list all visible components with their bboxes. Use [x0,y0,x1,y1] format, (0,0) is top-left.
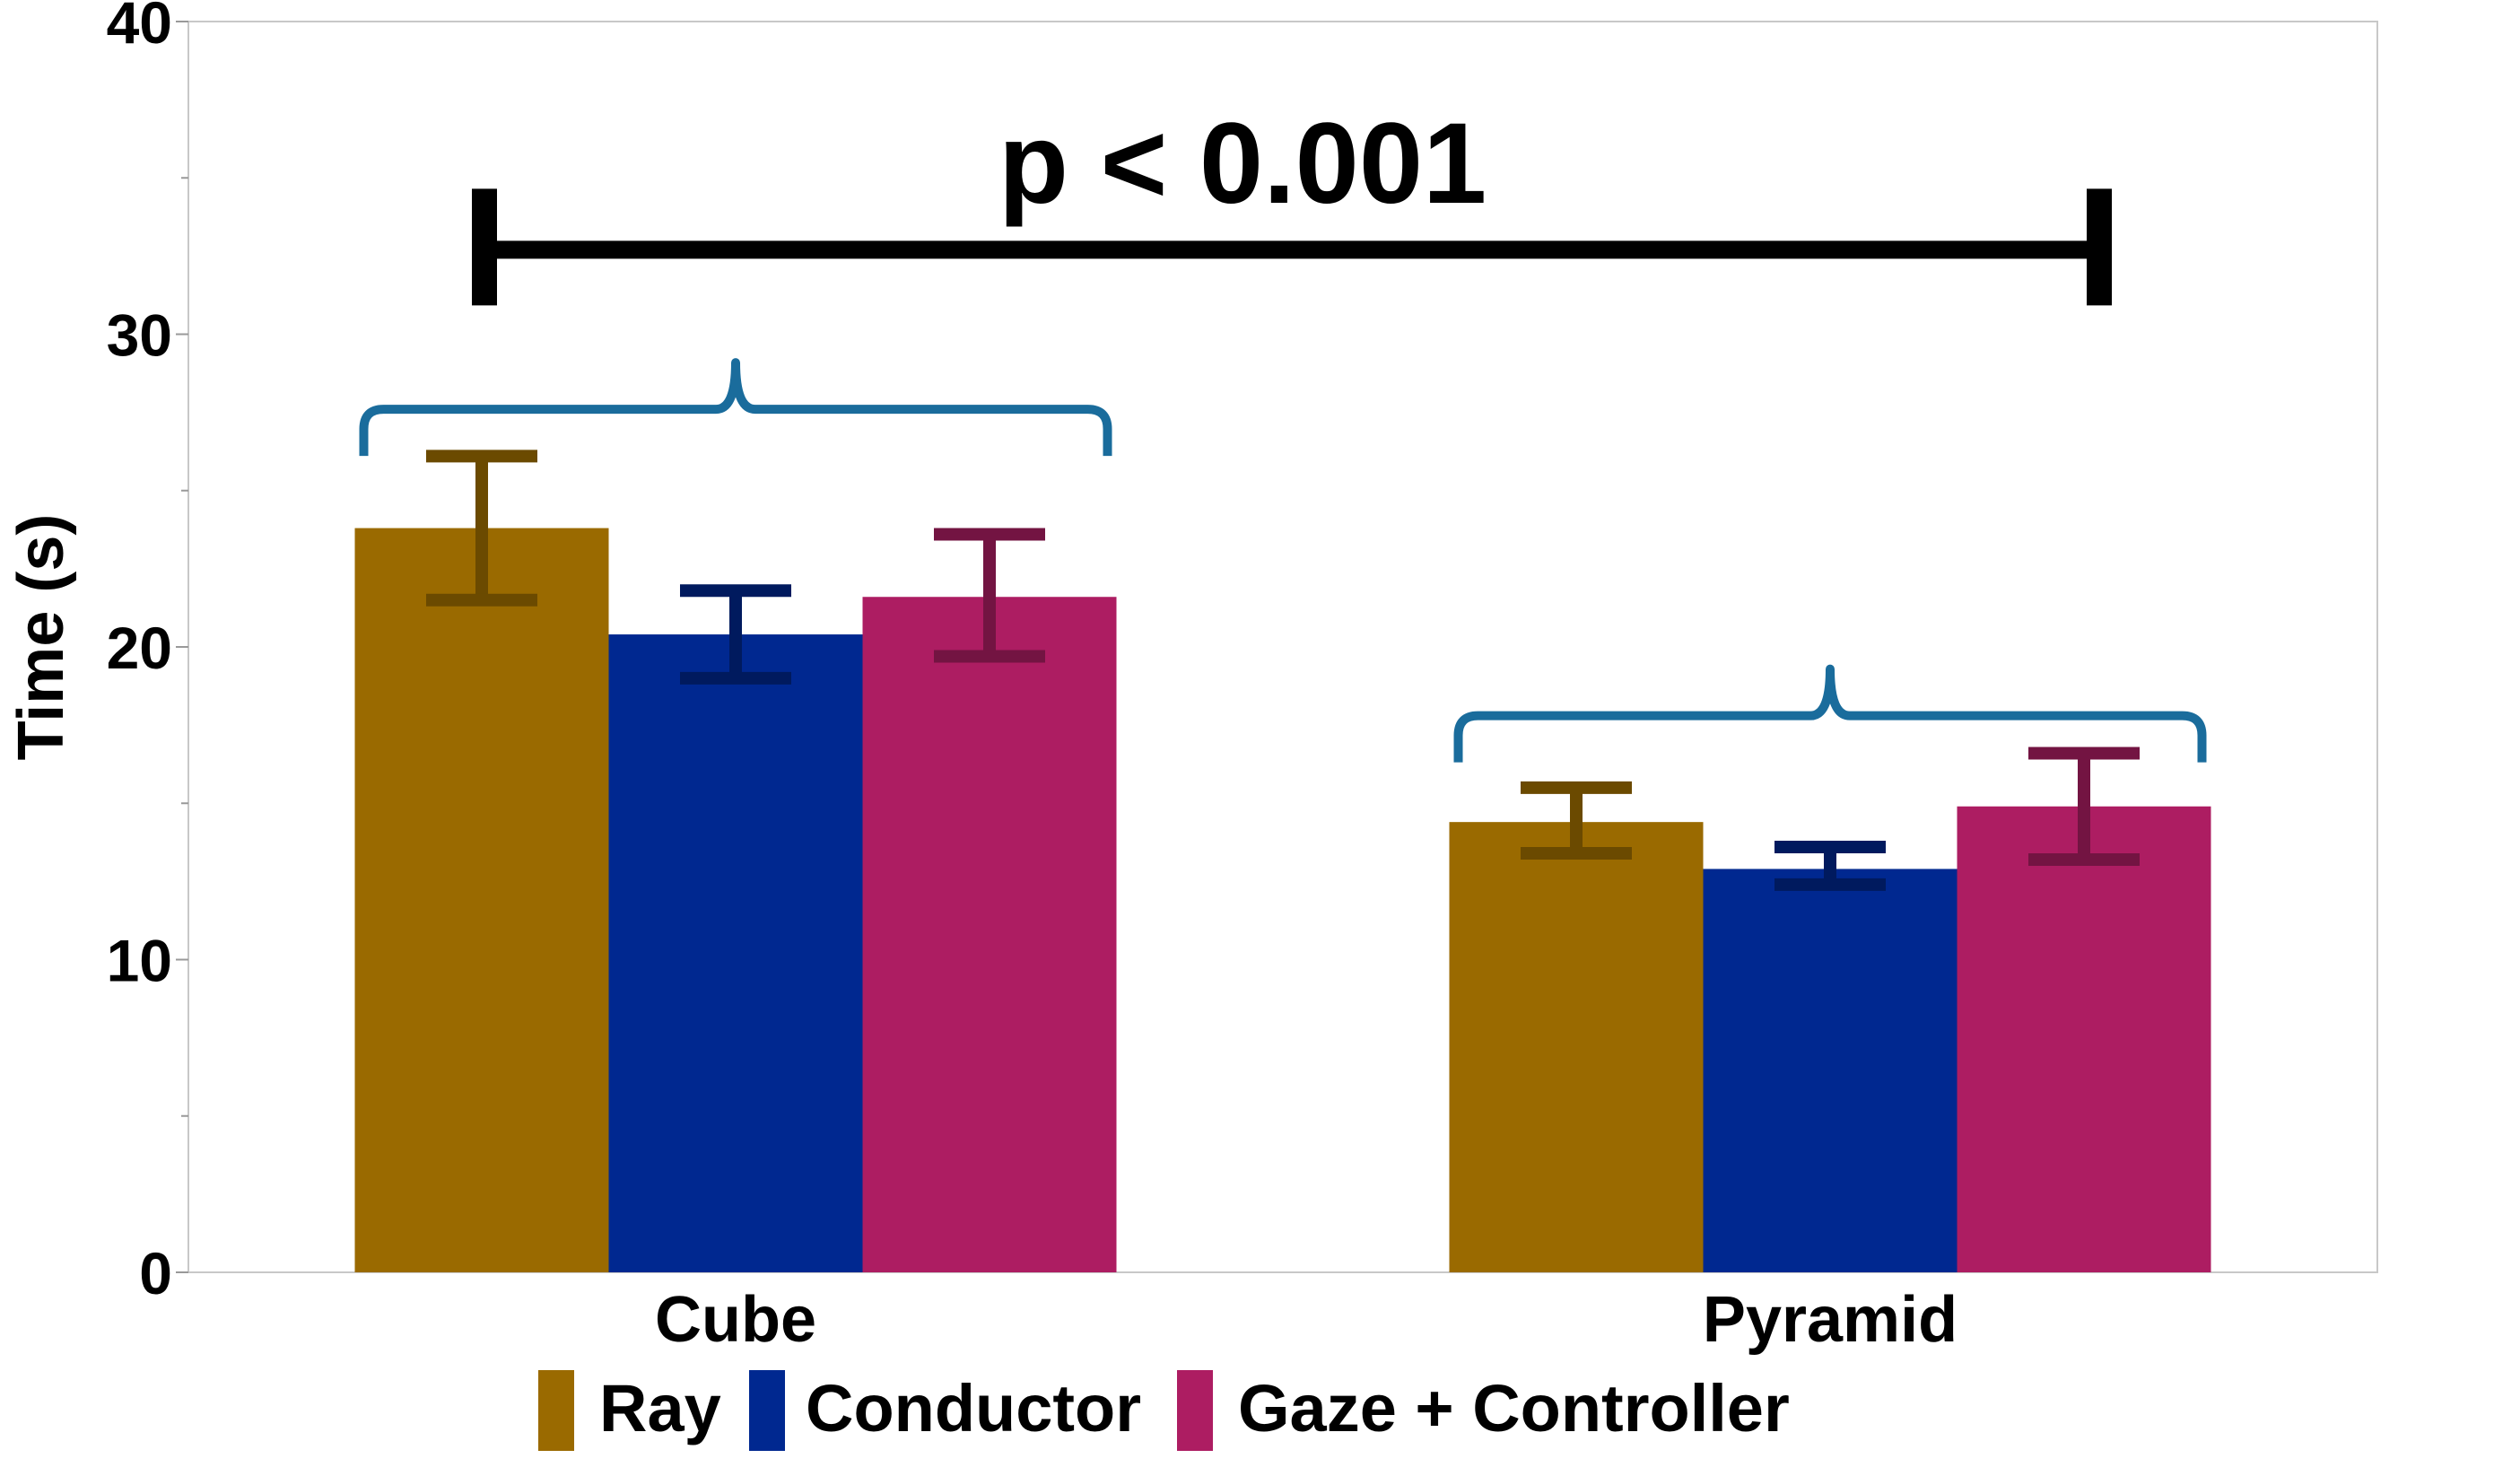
legend: Ray Conductor Gaze + Controller [538,1370,1790,1451]
y-axis-title: Time (s) [5,514,77,761]
legend-label: Conductor [806,1371,1141,1445]
significance-bracket [472,188,2112,306]
group-brace [1453,664,2207,763]
legend-swatch [538,1370,574,1451]
bar [1703,869,1958,1272]
y-tick-label: 30 [107,302,172,369]
bar [1449,822,1704,1272]
bars-group [354,528,2211,1272]
error-bars-group [426,450,2140,891]
x-tick-label: Cube [655,1284,816,1356]
bar [608,634,863,1272]
y-tick-label: 40 [107,0,172,56]
bar [1957,806,2211,1272]
legend-label: Gaze + Controller [1238,1371,1790,1445]
x-tick-label: Pyramid [1703,1284,1958,1356]
bar [862,597,1117,1272]
group-brace [359,358,1112,457]
significance-label: p < 0.001 [998,100,1487,228]
y-tick-label: 0 [139,1240,172,1306]
y-tick-label: 20 [107,615,172,681]
legend-label: Ray [599,1371,721,1445]
legend-swatch [1177,1370,1213,1451]
y-axis: 0 10 20 30 40 [107,0,188,1306]
legend-swatch [749,1370,785,1451]
group-braces [359,358,2207,763]
x-axis: Cube Pyramid [655,1284,1958,1356]
bar [354,528,609,1272]
y-tick-label: 10 [107,928,172,994]
